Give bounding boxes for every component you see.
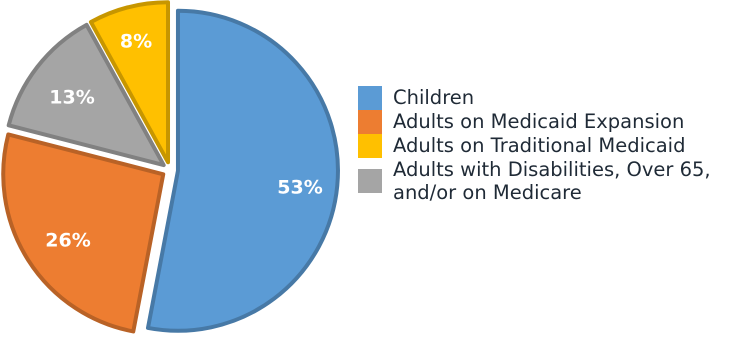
- data-label-children: 53%: [277, 177, 322, 199]
- data-label-traditional-medicaid: 8%: [120, 31, 152, 53]
- legend-item-disabilities-over-65-medicare: Adults with Disabilities, Over 65, and/o…: [358, 158, 750, 204]
- pie-slice-traditional-medicaid: [88, 0, 171, 165]
- data-label-medicaid-expansion: 26%: [45, 230, 90, 252]
- legend-label: Adults on Traditional Medicaid: [393, 134, 686, 157]
- legend-item-traditional-medicaid: Adults on Traditional Medicaid: [358, 134, 750, 158]
- legend-swatch: [358, 169, 382, 193]
- legend-swatch: [358, 86, 382, 110]
- legend-label: Adults on Medicaid Expansion: [393, 110, 685, 133]
- legend-item-children: Children: [358, 86, 750, 110]
- legend-swatch: [358, 134, 382, 158]
- pie-slice-medicaid-expansion: [1, 132, 166, 334]
- legend-label: Children: [393, 86, 475, 109]
- legend-item-medicaid-expansion: Adults on Medicaid Expansion: [358, 110, 750, 134]
- legend-swatch: [358, 110, 382, 134]
- data-label-disabilities-over-65-medicare: 13%: [49, 87, 94, 109]
- legend-label: Adults with Disabilities, Over 65, and/o…: [393, 158, 711, 204]
- pie-slice-disabilities-over-65-medicare: [6, 22, 166, 168]
- pie-slice-children: [145, 8, 340, 333]
- legend: Children Adults on Medicaid Expansion Ad…: [358, 86, 750, 204]
